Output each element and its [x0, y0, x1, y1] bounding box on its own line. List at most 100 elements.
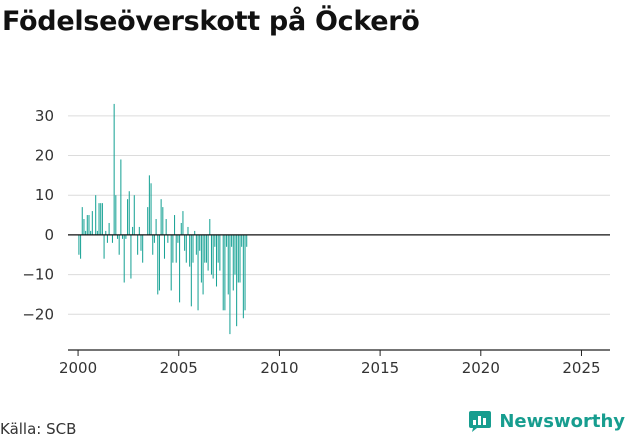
bar — [184, 234, 186, 251]
bar — [236, 234, 238, 327]
bar — [86, 215, 88, 235]
bar — [113, 103, 115, 235]
bar — [88, 215, 90, 235]
bar — [232, 234, 234, 291]
bar-chart: −20 −10 0 10 20 30 2000 2005 2010 2015 2020 2025 — [22, 103, 610, 377]
bar — [199, 234, 201, 251]
bar — [153, 234, 155, 243]
bar — [152, 234, 154, 255]
bar — [100, 203, 102, 235]
bar — [172, 234, 174, 263]
y-tick-label: 10 — [35, 186, 54, 204]
chart-title: Födelseöverskott på Öckerö — [2, 6, 420, 37]
x-tick-label: 2020 — [462, 359, 500, 377]
bar — [118, 234, 120, 255]
bar — [142, 234, 144, 263]
bar — [226, 234, 228, 247]
bar — [244, 234, 246, 311]
bar — [200, 234, 202, 283]
bar — [190, 234, 192, 307]
bar — [229, 234, 231, 335]
bar — [155, 219, 157, 235]
bar — [103, 234, 105, 259]
y-tick-label: 20 — [35, 147, 54, 165]
bar — [96, 230, 98, 235]
x-tick-label: 2025 — [562, 359, 600, 377]
bar — [115, 195, 117, 235]
bar — [158, 234, 160, 291]
bar — [127, 199, 129, 235]
bar — [80, 234, 82, 259]
bar — [162, 207, 164, 235]
bar — [106, 234, 108, 243]
bar — [214, 234, 216, 247]
bar — [224, 234, 226, 311]
bar — [111, 234, 113, 243]
bar — [209, 219, 211, 235]
bar — [187, 226, 189, 235]
bar — [210, 234, 212, 275]
bar — [147, 207, 149, 235]
bar — [217, 234, 219, 263]
x-tick-label: 2005 — [160, 359, 198, 377]
bar — [116, 234, 119, 239]
bar — [227, 234, 229, 295]
bar — [123, 234, 125, 283]
bar — [101, 203, 103, 235]
bar — [85, 230, 87, 235]
gridlines — [68, 115, 610, 315]
bar — [207, 234, 209, 271]
bar — [204, 234, 206, 263]
bar — [98, 203, 100, 235]
bar — [197, 234, 199, 311]
bar — [138, 226, 140, 235]
bar — [179, 234, 181, 303]
bar — [81, 207, 83, 235]
bar — [167, 234, 169, 243]
bar — [192, 234, 194, 263]
bar — [180, 222, 182, 235]
bar — [137, 234, 139, 255]
bar — [222, 234, 224, 311]
bar — [237, 234, 239, 283]
bar — [189, 234, 191, 267]
bar — [194, 230, 196, 235]
bar — [182, 211, 184, 235]
bar — [205, 234, 207, 263]
bar — [242, 234, 244, 319]
bar — [128, 191, 130, 235]
bar — [122, 234, 124, 239]
bar — [140, 234, 142, 251]
bar — [160, 199, 162, 235]
bar — [90, 230, 92, 235]
bar — [231, 234, 233, 247]
bar — [239, 234, 241, 283]
bar — [175, 234, 177, 263]
bar — [157, 234, 159, 295]
bar — [185, 234, 187, 263]
bar — [132, 226, 134, 235]
x-tick-label: 2000 — [59, 359, 97, 377]
y-tick-label: −20 — [22, 305, 54, 323]
brand-logo: Newsworthy — [468, 409, 625, 433]
bar — [234, 234, 236, 275]
bar — [105, 230, 107, 235]
source-note: Källa: SCB — [0, 420, 77, 438]
y-tick-label: 0 — [44, 226, 54, 244]
bar — [246, 234, 248, 247]
axes: −20 −10 0 10 20 30 2000 2005 2010 2015 2020 2025 — [22, 107, 610, 377]
bar — [165, 219, 167, 235]
brand-name: Newsworthy — [499, 410, 625, 432]
y-tick-label: 30 — [35, 107, 54, 125]
bar — [212, 234, 214, 279]
bar — [91, 211, 93, 235]
bar — [133, 195, 135, 235]
bar — [148, 175, 150, 235]
bar — [130, 234, 132, 279]
bars — [78, 103, 248, 335]
bar — [202, 234, 204, 295]
bar — [163, 234, 166, 259]
bar — [125, 234, 127, 239]
x-tick-label: 2015 — [361, 359, 399, 377]
bar — [241, 234, 243, 247]
